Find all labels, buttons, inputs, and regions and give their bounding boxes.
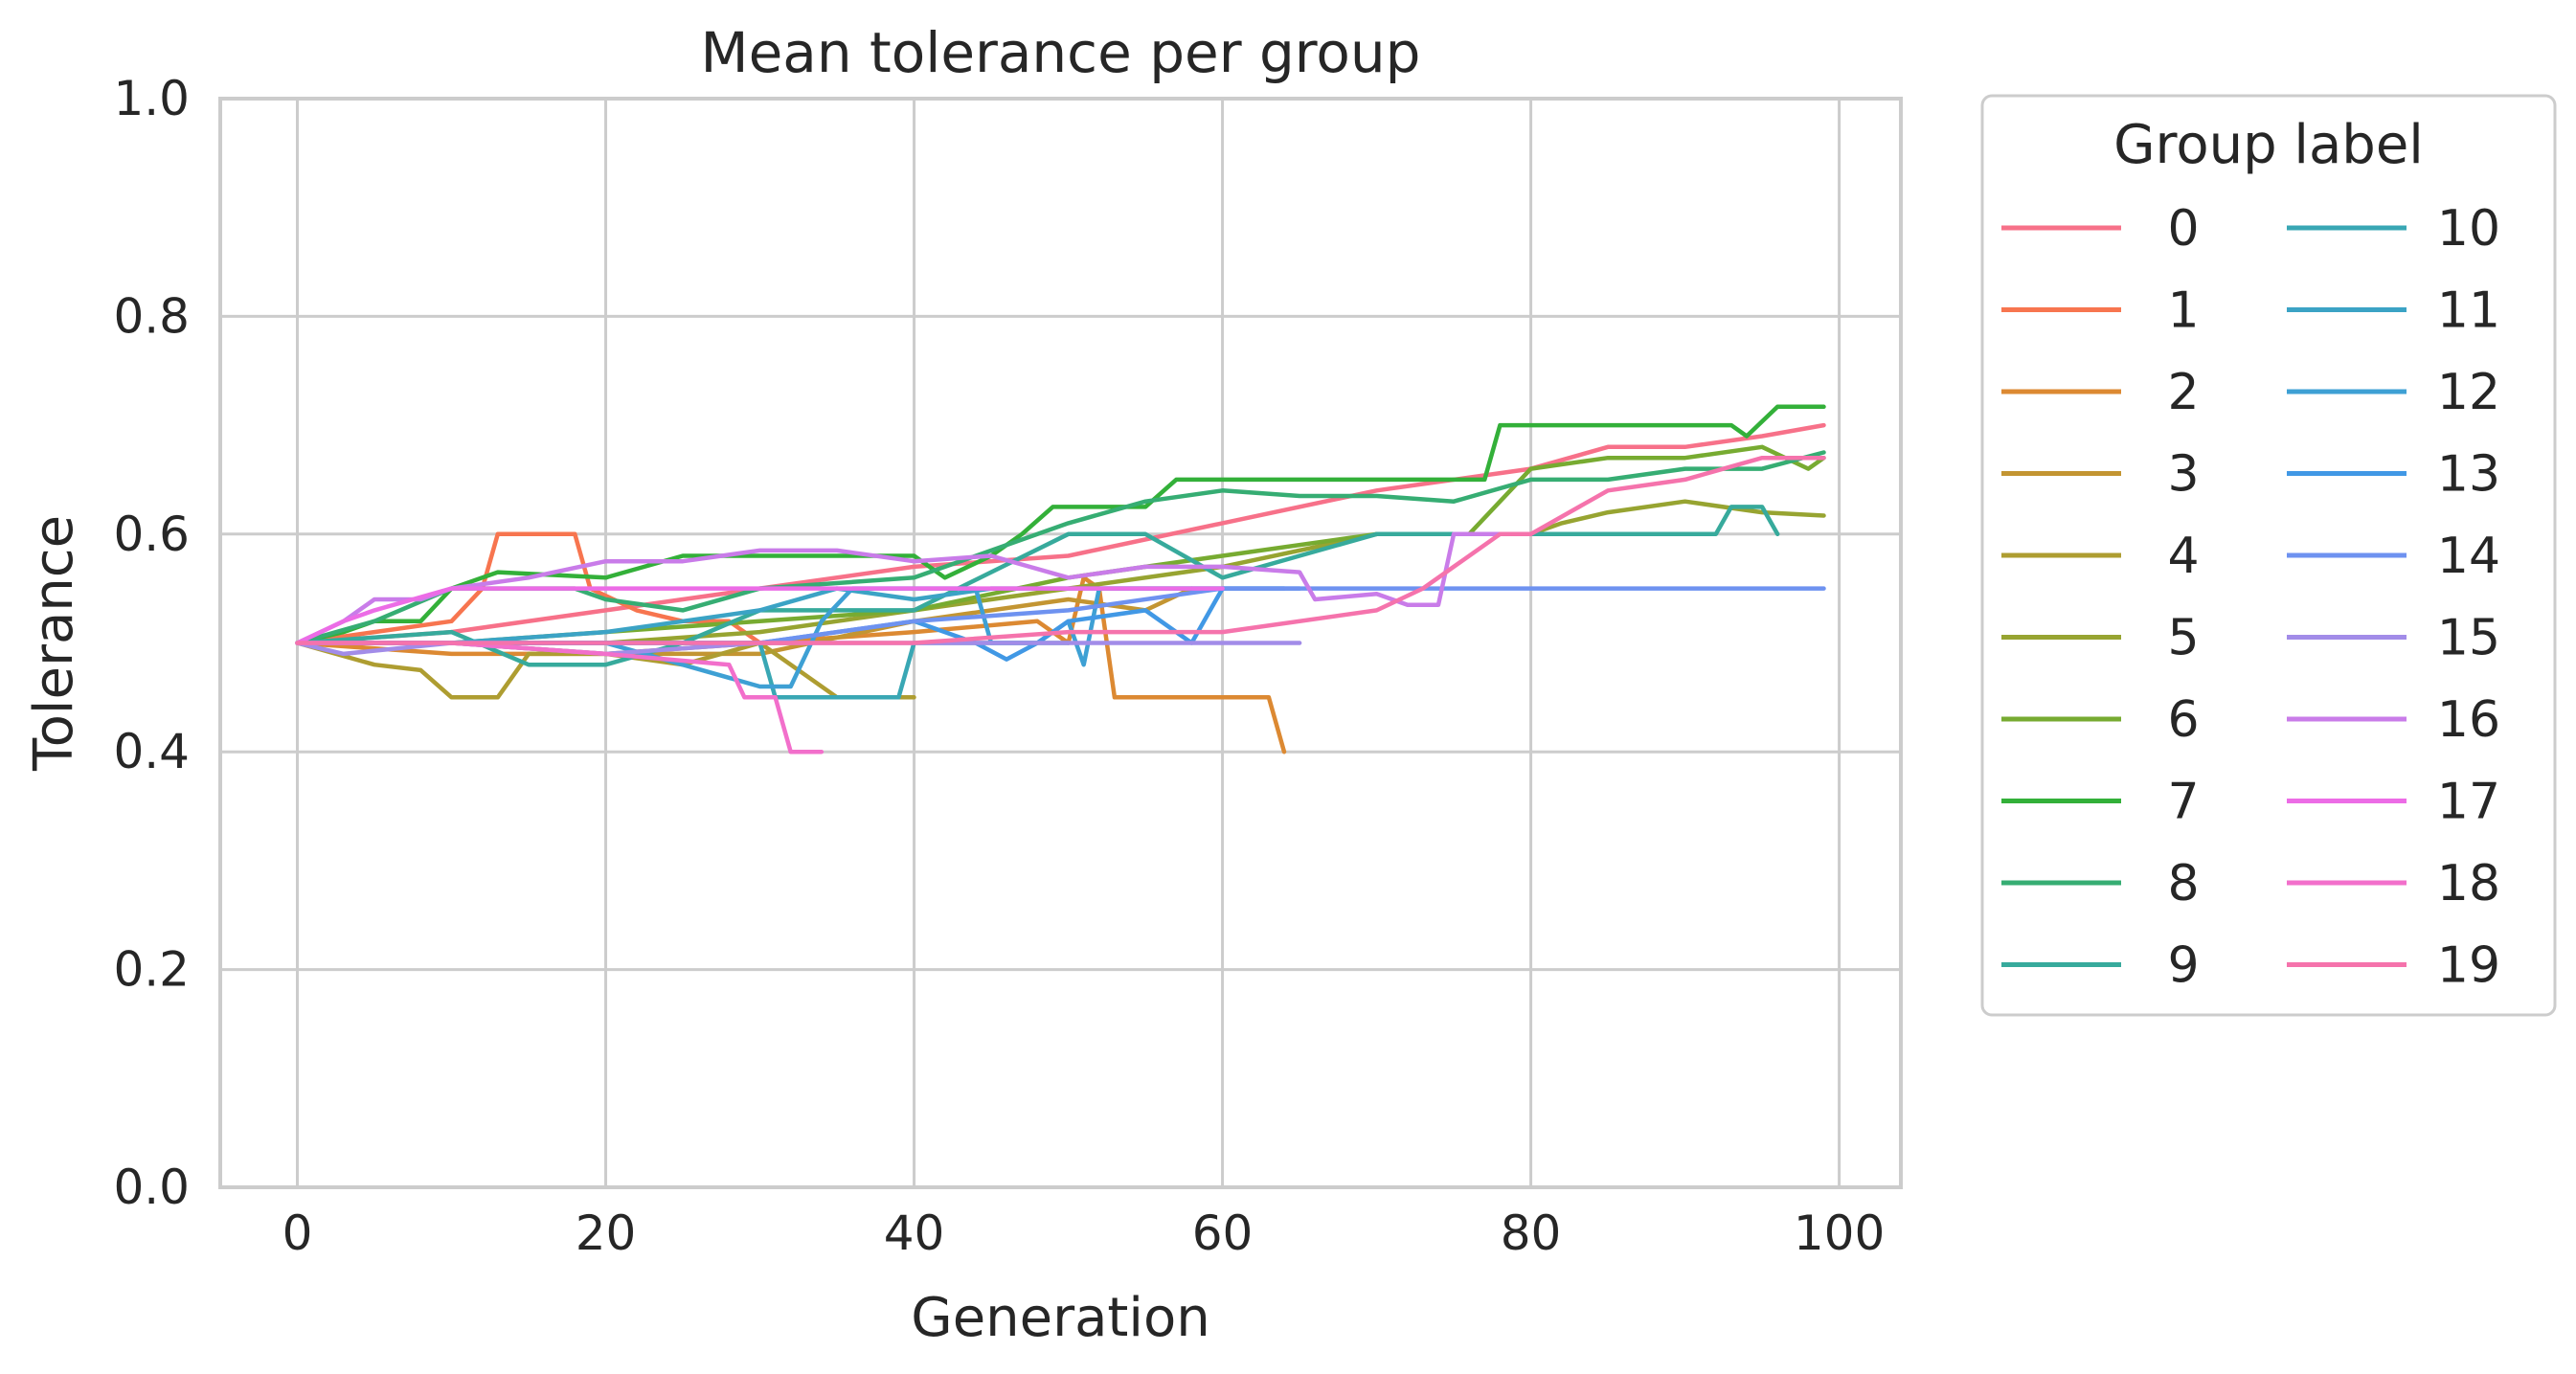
legend-label: 11: [2437, 282, 2500, 340]
x-axis-label: Generation: [911, 1287, 1209, 1349]
legend-label: 7: [2167, 774, 2199, 831]
x-tick-label: 80: [1501, 1205, 1562, 1261]
legend-item-3: 3: [2001, 446, 2200, 504]
series-line-18: [295, 641, 825, 755]
legend-item-14: 14: [2287, 528, 2500, 585]
series-line-19: [295, 455, 1826, 645]
legend-item-4: 4: [2001, 528, 2200, 585]
legend-item-15: 15: [2287, 610, 2500, 667]
legend-item-11: 11: [2287, 282, 2500, 340]
y-tick-label: 0.0: [113, 1160, 190, 1215]
legend-label: 13: [2437, 446, 2500, 504]
legend-label: 6: [2167, 691, 2199, 749]
legend-item-2: 2: [2001, 364, 2200, 421]
legend-item-12: 12: [2287, 364, 2500, 421]
legend-label: 19: [2437, 937, 2500, 995]
legend-label: 16: [2437, 691, 2500, 749]
legend-label: 12: [2437, 364, 2500, 421]
legend-label: 10: [2437, 200, 2500, 258]
legend-item-1: 1: [2001, 282, 2200, 340]
legend-item-0: 0: [2001, 200, 2200, 258]
x-tick-label: 100: [1794, 1205, 1885, 1261]
tick-labels: 0 20 40 60 80 100 0.0 0.2 0.4 0.6 0.8 1.0: [113, 71, 1885, 1261]
legend-item-19: 19: [2287, 937, 2500, 995]
series-line-9: [295, 505, 1780, 667]
legend-label: 0: [2167, 200, 2199, 258]
y-tick-label: 0.8: [113, 288, 190, 344]
legend-label: 3: [2167, 446, 2199, 504]
x-tick-label: 40: [884, 1205, 945, 1261]
legend-label: 17: [2437, 774, 2500, 831]
legend-item-10: 10: [2287, 200, 2500, 258]
legend-box: [1980, 94, 2557, 1017]
legend-title: Group label: [2113, 114, 2424, 176]
series-line-8: [295, 450, 1826, 645]
legend-item-13: 13: [2287, 446, 2500, 504]
x-tick-label: 20: [576, 1205, 637, 1261]
legend-item-9: 9: [2001, 937, 2200, 995]
series-line-0: [295, 422, 1826, 645]
series-lines: [295, 404, 1826, 755]
legend-item-6: 6: [2001, 691, 2200, 749]
legend-label: 15: [2437, 610, 2500, 667]
legend-item-18: 18: [2287, 855, 2500, 912]
legend-item-7: 7: [2001, 774, 2200, 831]
plot-frame: [218, 97, 1903, 1189]
legend-label: 18: [2437, 855, 2500, 912]
series-line-14: [295, 586, 1826, 645]
x-tick-label: 0: [282, 1205, 313, 1261]
legend-item-5: 5: [2001, 610, 2200, 667]
legend-label: 1: [2167, 282, 2199, 340]
legend-item-17: 17: [2287, 774, 2500, 831]
legend-label: 9: [2167, 937, 2199, 995]
legend-label: 5: [2167, 610, 2199, 667]
legend-label: 4: [2167, 528, 2199, 585]
legend-label: 8: [2167, 855, 2199, 912]
legend: Group label 0123456789101112131415161718…: [1980, 94, 2557, 1017]
series-line-6: [295, 444, 1826, 645]
x-tick-label: 60: [1192, 1205, 1254, 1261]
y-tick-label: 0.4: [113, 724, 190, 779]
y-axis-label: Tolerance: [23, 515, 85, 772]
legend-label: 2: [2167, 364, 2199, 421]
legend-item-16: 16: [2287, 691, 2500, 749]
legend-item-8: 8: [2001, 855, 2200, 912]
legend-label: 14: [2437, 528, 2500, 585]
chart-title: Mean tolerance per group: [701, 20, 1421, 85]
y-tick-label: 0.6: [113, 507, 190, 562]
y-tick-label: 0.2: [113, 942, 190, 998]
series-line-17: [295, 586, 1225, 645]
y-tick-label: 1.0: [113, 71, 190, 126]
